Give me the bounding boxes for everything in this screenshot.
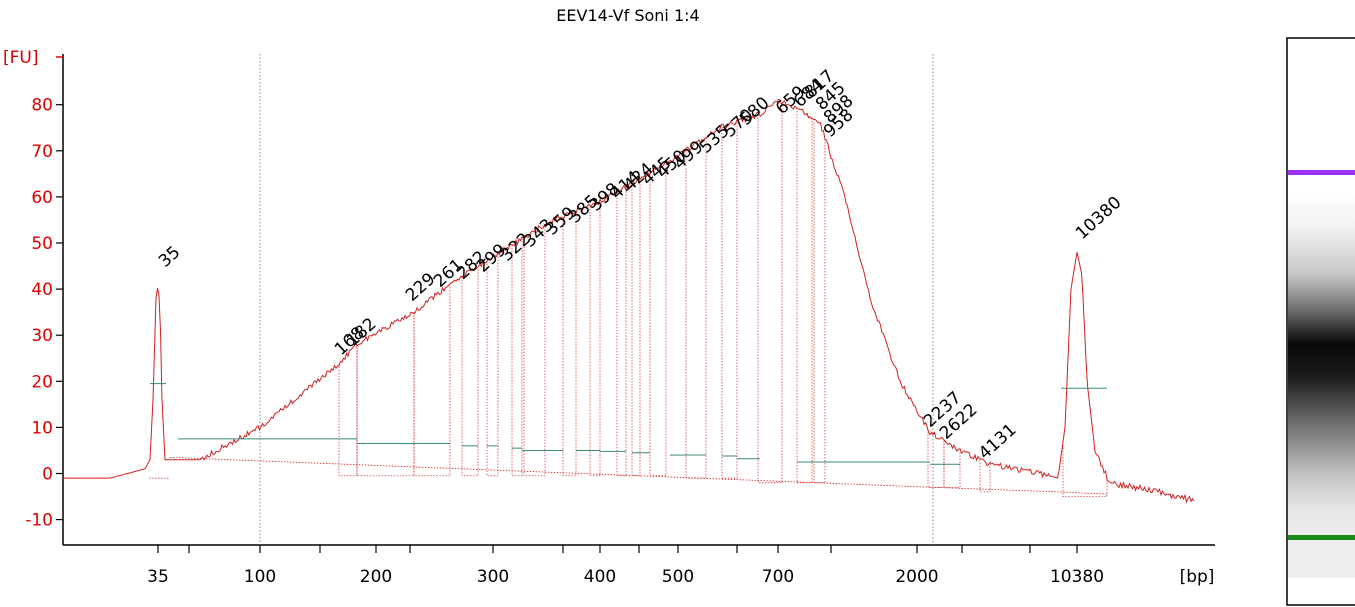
x-tick-label: 500 (662, 567, 694, 587)
x-tick-label: 35 (147, 567, 169, 587)
gel-band-upper-marker (1288, 170, 1355, 175)
x-tick-label: 100 (244, 567, 276, 587)
y-tick-label: 40 (31, 280, 53, 300)
region-baseline (169, 456, 1109, 495)
region-box (413, 284, 451, 477)
y-tick-label: 50 (31, 234, 53, 254)
x-tick-label: 400 (584, 567, 616, 587)
x-axis-label: [bp] (1180, 567, 1215, 587)
axes: -10 0 10 20 30 40 50 60 70 80 [FU] 35 100 200 300 400 50… (3, 48, 1215, 587)
y-tick-label: 10 (31, 418, 53, 438)
y-tick-label: 60 (31, 188, 53, 208)
marker-label: 10380 (1072, 193, 1126, 244)
marker-label: 35 (155, 242, 184, 271)
region-box (813, 118, 826, 484)
y-tick-label: 70 (31, 142, 53, 162)
region-box (649, 162, 667, 477)
peak-label: 4131 (975, 420, 1021, 464)
region-box (979, 459, 991, 493)
region-box (685, 136, 707, 479)
region-box (486, 253, 499, 477)
region-box (927, 428, 945, 488)
region-box (1062, 441, 1108, 497)
x-tick-label: 700 (762, 567, 794, 587)
region-box (757, 101, 783, 484)
y-tick-label: 80 (31, 96, 53, 116)
x-tick-label: 300 (477, 567, 509, 587)
region-box (631, 178, 641, 477)
chart-title: EEV14-Vf Soni 1:4 (556, 6, 699, 25)
region-box (589, 201, 601, 477)
region-box (338, 344, 358, 477)
region-box (523, 224, 546, 477)
x-tick-label: 10380 (1050, 567, 1104, 587)
region-box (461, 266, 479, 477)
y-tick-label: -10 (25, 511, 53, 531)
gel-lane (1286, 37, 1355, 606)
region-box (721, 121, 738, 479)
plot-area: 3510380168182229261282299322343359385398… (63, 54, 1195, 545)
region-box (943, 440, 961, 488)
region-box (796, 108, 813, 484)
region-box (616, 186, 627, 477)
x-tick-label: 2000 (895, 567, 938, 587)
region-box (511, 238, 523, 477)
y-tick-label: 0 (42, 465, 53, 485)
x-tick-label: 200 (360, 567, 392, 587)
y-tick-label: 20 (31, 372, 53, 392)
gel-band-lower-marker (1288, 535, 1355, 540)
series-trace (63, 98, 1195, 504)
region-box (562, 211, 577, 477)
y-tick-label: 30 (31, 326, 53, 346)
y-axis-label: [FU] (3, 48, 39, 68)
